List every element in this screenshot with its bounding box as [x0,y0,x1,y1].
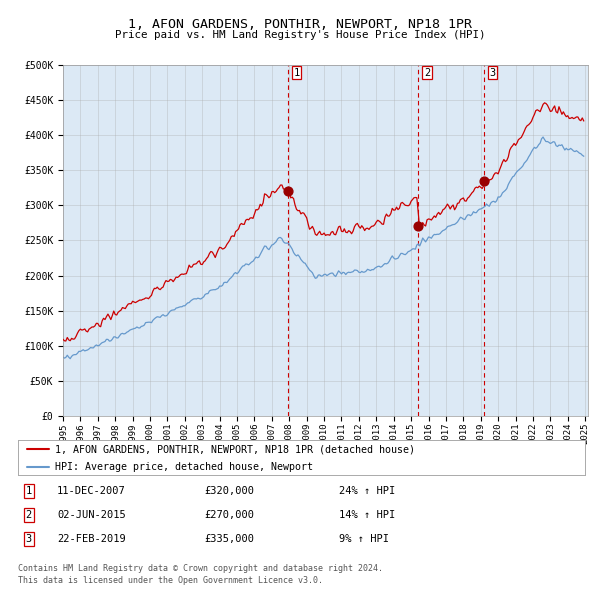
Text: 14% ↑ HPI: 14% ↑ HPI [339,510,395,520]
Point [283,186,293,196]
Text: 2: 2 [26,510,32,520]
Text: £335,000: £335,000 [204,535,254,544]
Text: Price paid vs. HM Land Registry's House Price Index (HPI): Price paid vs. HM Land Registry's House … [115,30,485,40]
Text: 24% ↑ HPI: 24% ↑ HPI [339,486,395,496]
Text: £320,000: £320,000 [204,486,254,496]
Text: 1: 1 [26,486,32,496]
Text: Contains HM Land Registry data © Crown copyright and database right 2024.
This d: Contains HM Land Registry data © Crown c… [18,565,383,585]
Text: 1, AFON GARDENS, PONTHIR, NEWPORT, NP18 1PR: 1, AFON GARDENS, PONTHIR, NEWPORT, NP18 … [128,18,472,31]
Text: £270,000: £270,000 [204,510,254,520]
Text: 02-JUN-2015: 02-JUN-2015 [57,510,126,520]
Text: HPI: Average price, detached house, Newport: HPI: Average price, detached house, Newp… [55,462,313,472]
Text: 3: 3 [489,68,496,78]
Text: 1, AFON GARDENS, PONTHIR, NEWPORT, NP18 1PR (detached house): 1, AFON GARDENS, PONTHIR, NEWPORT, NP18 … [55,444,415,454]
Text: 2: 2 [424,68,430,78]
Text: 1: 1 [293,68,299,78]
Text: 3: 3 [26,535,32,544]
Text: 11-DEC-2007: 11-DEC-2007 [57,486,126,496]
Point [413,222,423,231]
Text: 9% ↑ HPI: 9% ↑ HPI [339,535,389,544]
Point [479,176,488,185]
Text: 22-FEB-2019: 22-FEB-2019 [57,535,126,544]
